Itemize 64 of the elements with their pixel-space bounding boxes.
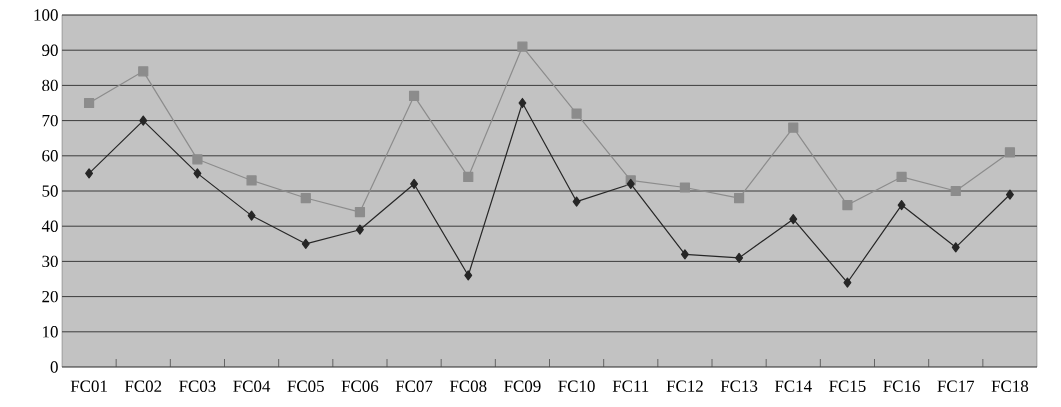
x-tick-label: FC10: [558, 380, 595, 392]
x-tick-label: FC11: [612, 380, 649, 392]
x-tick-label: FC14: [774, 380, 812, 392]
point: [950, 185, 961, 197]
point: [300, 192, 311, 204]
point: [464, 270, 473, 281]
point: [518, 97, 527, 109]
point: [897, 199, 906, 211]
point: [85, 168, 94, 179]
point: [679, 182, 691, 193]
point: [733, 192, 745, 204]
y-tick-label: 60: [42, 150, 58, 162]
y-tick-label: 90: [42, 44, 58, 56]
point: [138, 66, 149, 77]
point: [139, 115, 148, 126]
x-tick-label: FC05: [287, 380, 324, 392]
point: [788, 122, 799, 133]
point: [301, 238, 310, 249]
x-tick-label: FC12: [666, 380, 703, 392]
point: [680, 249, 689, 260]
point: [83, 97, 95, 109]
x-tick-label: FC15: [829, 380, 866, 392]
y-tick-label: 100: [34, 9, 58, 21]
x-tick-label: FC08: [449, 380, 487, 392]
y-tick-label: 0: [50, 361, 58, 373]
point: [842, 199, 853, 211]
y-tick-label: 70: [42, 114, 58, 127]
point: [896, 171, 907, 183]
y-tick-label: 50: [42, 185, 58, 197]
point: [517, 41, 528, 52]
point: [626, 178, 635, 190]
y-tick-label: 30: [42, 255, 58, 268]
point: [735, 252, 744, 263]
point: [1005, 189, 1014, 200]
x-tick-label: FC01: [70, 380, 107, 392]
x-tick-label: FC07: [395, 380, 433, 392]
point: [408, 90, 420, 102]
point: [355, 224, 364, 235]
point: [843, 277, 852, 288]
x-tick-label: FC06: [341, 380, 379, 392]
y-tick-label: 80: [42, 79, 58, 92]
x-tick-label: FC17: [937, 380, 975, 392]
point: [193, 168, 202, 179]
x-tick-label: FC09: [504, 380, 541, 392]
y-tick-label: 20: [42, 290, 58, 303]
x-tick-label: FC02: [124, 380, 162, 392]
x-tick-label: FC04: [233, 380, 271, 392]
point: [246, 175, 257, 186]
x-tick-label: FC13: [720, 380, 758, 392]
x-tick-label: FC16: [883, 380, 920, 392]
x-tick-label: FC18: [991, 380, 1029, 392]
y-tick-label: 10: [43, 326, 58, 338]
point: [463, 171, 474, 183]
point: [951, 242, 960, 253]
point: [789, 214, 798, 225]
point: [192, 154, 203, 165]
x-tick-label: FC03: [179, 380, 216, 392]
point: [247, 210, 256, 221]
point: [1004, 147, 1016, 158]
point: [572, 196, 581, 207]
point: [354, 207, 366, 218]
point: [410, 178, 419, 190]
y-tick-label: 40: [41, 220, 58, 232]
point: [571, 108, 582, 119]
